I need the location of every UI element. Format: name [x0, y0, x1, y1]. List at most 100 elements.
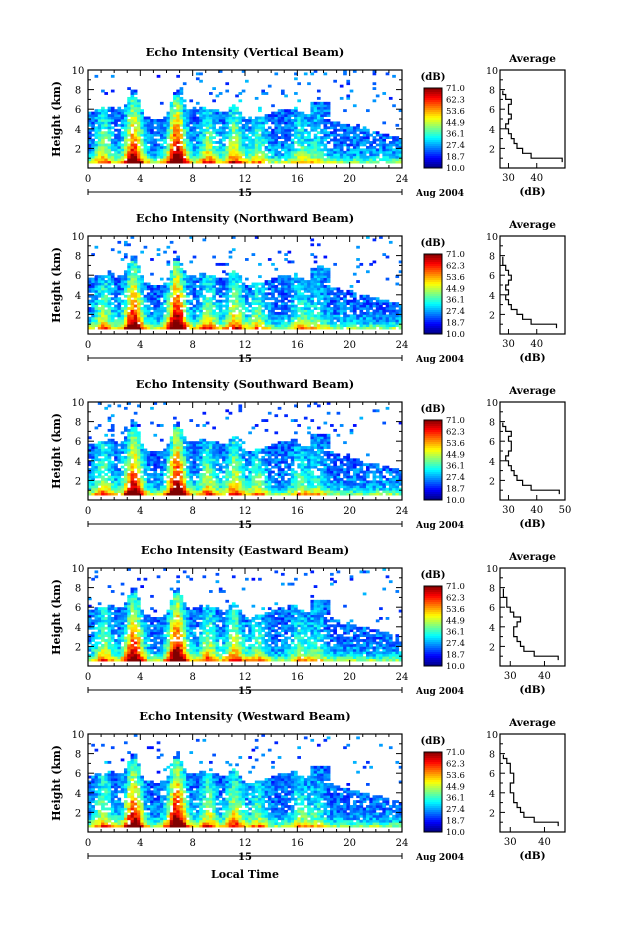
- heatmap-cell: [205, 302, 210, 305]
- heatmap-cell: [379, 141, 383, 144]
- heatmap-cell: [352, 148, 357, 152]
- heatmap-cell: [313, 277, 318, 281]
- heatmap-cell: [218, 492, 223, 496]
- heatmap-cell: [182, 302, 187, 305]
- heatmap-cell: [212, 316, 216, 320]
- heatmap-cell: [91, 304, 95, 308]
- heatmap-cell: [225, 465, 230, 469]
- heatmap-cell: [189, 490, 194, 494]
- heatmap-cell: [91, 485, 95, 489]
- heatmap-cell: [176, 74, 180, 78]
- heatmap-cell: [326, 321, 331, 325]
- heatmap-cell: [297, 150, 301, 154]
- heatmap-cell: [127, 128, 131, 132]
- heatmap-cell: [212, 304, 216, 308]
- heatmap-cell: [287, 155, 292, 159]
- heatmap-cell: [166, 485, 171, 489]
- heatmap-cell: [163, 473, 167, 476]
- heatmap-cell: [372, 324, 377, 328]
- heatmap-cell: [101, 158, 105, 162]
- heatmap-cell: [238, 158, 243, 162]
- heatmap-cell: [97, 482, 102, 486]
- heatmap-cell: [140, 475, 144, 479]
- heatmap-cell: [313, 126, 318, 130]
- colorbar-swatch: [424, 292, 442, 295]
- colorbar-swatch: [424, 100, 442, 103]
- colorbar-swatch: [424, 122, 442, 125]
- colorbar-swatch: [424, 92, 442, 95]
- heatmap-cell: [146, 126, 151, 130]
- heatmap-cell: [215, 109, 220, 113]
- heatmap-cell: [94, 74, 99, 78]
- heatmap-cell: [94, 482, 99, 486]
- heatmap-cell: [359, 158, 364, 162]
- heatmap-cell: [205, 143, 210, 147]
- heatmap-cell: [137, 289, 141, 293]
- heatmap-cell: [228, 299, 233, 303]
- heatmap-cell: [258, 138, 262, 142]
- heatmap-cell: [212, 275, 216, 279]
- heatmap-cell: [222, 314, 226, 318]
- heatmap-cell: [307, 285, 311, 288]
- heatmap-cell: [205, 465, 210, 469]
- heatmap-cell: [146, 131, 151, 135]
- heatmap-cell: [153, 287, 158, 291]
- heatmap-cell: [133, 255, 138, 259]
- heatmap-cell: [287, 119, 292, 122]
- heatmap-cell: [130, 477, 135, 481]
- heatmap-cell: [91, 463, 95, 467]
- heatmap-cell: [107, 404, 112, 408]
- heatmap-cell: [339, 126, 344, 130]
- heatmap-cell: [209, 453, 213, 457]
- heatmap-cell: [140, 123, 144, 127]
- heatmap-cell: [173, 109, 177, 113]
- heatmap-cell: [91, 455, 95, 459]
- heatmap-cell: [176, 316, 180, 320]
- heatmap-cell: [235, 299, 239, 303]
- heatmap-cell: [182, 160, 187, 164]
- heatmap-cell: [310, 302, 315, 305]
- heatmap-cell: [267, 84, 272, 88]
- heatmap-cell: [120, 158, 125, 162]
- heatmap-cell: [110, 121, 115, 125]
- heatmap-cell: [199, 482, 203, 486]
- colorbar-swatch: [424, 120, 442, 123]
- heatmap-cell: [107, 309, 112, 313]
- heatmap-cell: [189, 111, 194, 115]
- heatmap-cell: [209, 309, 213, 313]
- heatmap-cell: [307, 155, 311, 159]
- heatmap-cell: [245, 143, 249, 147]
- heatmap-cell: [316, 267, 321, 271]
- colorbar-swatch: [424, 128, 442, 131]
- heatmap-cell: [163, 123, 167, 127]
- heatmap-cell: [101, 160, 105, 164]
- heatmap-cell: [218, 148, 223, 152]
- heatmap-cell: [388, 304, 393, 308]
- heatmap-cell: [101, 441, 105, 445]
- heatmap-cell: [189, 324, 194, 328]
- heatmap-cell: [284, 311, 288, 315]
- heatmap-cell: [218, 487, 223, 491]
- heatmap-cell: [143, 465, 148, 469]
- heatmap-cell: [150, 475, 154, 479]
- colorbar-swatch: [424, 320, 442, 323]
- heatmap-cell: [267, 307, 272, 310]
- heatmap-cell: [346, 79, 351, 83]
- heatmap-cell: [110, 465, 115, 469]
- heatmap-cell: [182, 82, 187, 86]
- heatmap-cell: [176, 255, 180, 259]
- heatmap-cell: [241, 131, 246, 135]
- heatmap-cell: [195, 463, 200, 467]
- heatmap-cell: [231, 326, 236, 330]
- heatmap-cell: [159, 438, 164, 442]
- heatmap-cell: [110, 287, 115, 291]
- heatmap-cell: [173, 138, 177, 142]
- heatmap-cell: [143, 143, 148, 147]
- heatmap-cell: [261, 138, 266, 142]
- heatmap-cell: [166, 453, 171, 457]
- heatmap-cell: [166, 307, 171, 310]
- heatmap-cell: [153, 150, 158, 154]
- heatmap-cell: [202, 136, 207, 139]
- colorbar-swatch: [424, 284, 442, 287]
- heatmap-cell: [320, 270, 324, 274]
